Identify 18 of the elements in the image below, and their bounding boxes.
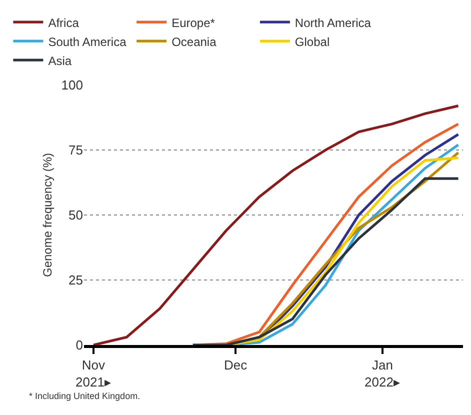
- x-tick-label: Jan 2022▸: [364, 357, 400, 390]
- legend-label: Africa: [48, 16, 80, 30]
- y-tick-label: 75: [68, 142, 83, 158]
- legend-label: Global: [294, 34, 330, 49]
- legend-label: North America: [294, 16, 372, 30]
- x-tick-label: Nov 2021▸: [76, 357, 112, 390]
- y-tick-label: 50: [68, 208, 83, 223]
- text: * Including United Kingdom.: [29, 391, 140, 401]
- y-tick-label: 0: [76, 338, 83, 353]
- y-tick-label: 100: [61, 78, 83, 93]
- legend-label: South America: [48, 34, 127, 49]
- x-tick-label: Dec: [224, 357, 248, 372]
- y-axis-title: Genome frequency (%): [40, 152, 55, 278]
- legend-label: Oceania: [172, 34, 217, 49]
- line-series: [92, 104, 460, 345]
- legend-label: Asia: [48, 54, 72, 68]
- legend-label: Europe*: [172, 16, 216, 30]
- y-tick-label: 25: [68, 272, 83, 288]
